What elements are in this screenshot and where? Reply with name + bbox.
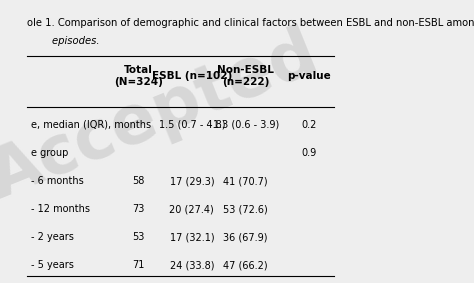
Text: 58: 58 [132,176,144,186]
Text: 73: 73 [132,204,144,214]
Text: episodes.: episodes. [27,36,100,46]
Text: - 6 months: - 6 months [30,176,83,186]
Text: 1.5 (0.7 - 4.8): 1.5 (0.7 - 4.8) [159,120,225,130]
Text: - 12 months: - 12 months [30,204,90,214]
Text: e group: e group [30,148,68,158]
Text: 0.2: 0.2 [301,120,317,130]
Text: Accepted: Accepted [0,20,328,212]
Text: ESBL (n=102): ESBL (n=102) [152,71,232,81]
Text: 1.3 (0.6 - 3.9): 1.3 (0.6 - 3.9) [212,120,279,130]
Text: 24 (33.8): 24 (33.8) [170,260,214,270]
Text: - 5 years: - 5 years [30,260,73,270]
Text: 20 (27.4): 20 (27.4) [170,204,214,214]
Text: 53: 53 [132,232,144,242]
Text: Non-ESBL
(n=222): Non-ESBL (n=222) [217,65,274,87]
Text: 17 (29.3): 17 (29.3) [170,176,214,186]
Text: e, median (IQR), months: e, median (IQR), months [30,120,151,130]
Text: ole 1. Comparison of demographic and clinical factors between ESBL and non-ESBL : ole 1. Comparison of demographic and cli… [27,18,474,29]
Text: 53 (72.6): 53 (72.6) [223,204,268,214]
Text: 47 (66.2): 47 (66.2) [223,260,268,270]
Text: 71: 71 [132,260,144,270]
Text: 41 (70.7): 41 (70.7) [223,176,268,186]
Text: - 2 years: - 2 years [30,232,73,242]
Text: Total
(N=324): Total (N=324) [114,65,163,87]
Text: 36 (67.9): 36 (67.9) [223,232,268,242]
Text: 0.9: 0.9 [301,148,317,158]
Text: 17 (32.1): 17 (32.1) [170,232,214,242]
Text: p-value: p-value [287,71,331,81]
